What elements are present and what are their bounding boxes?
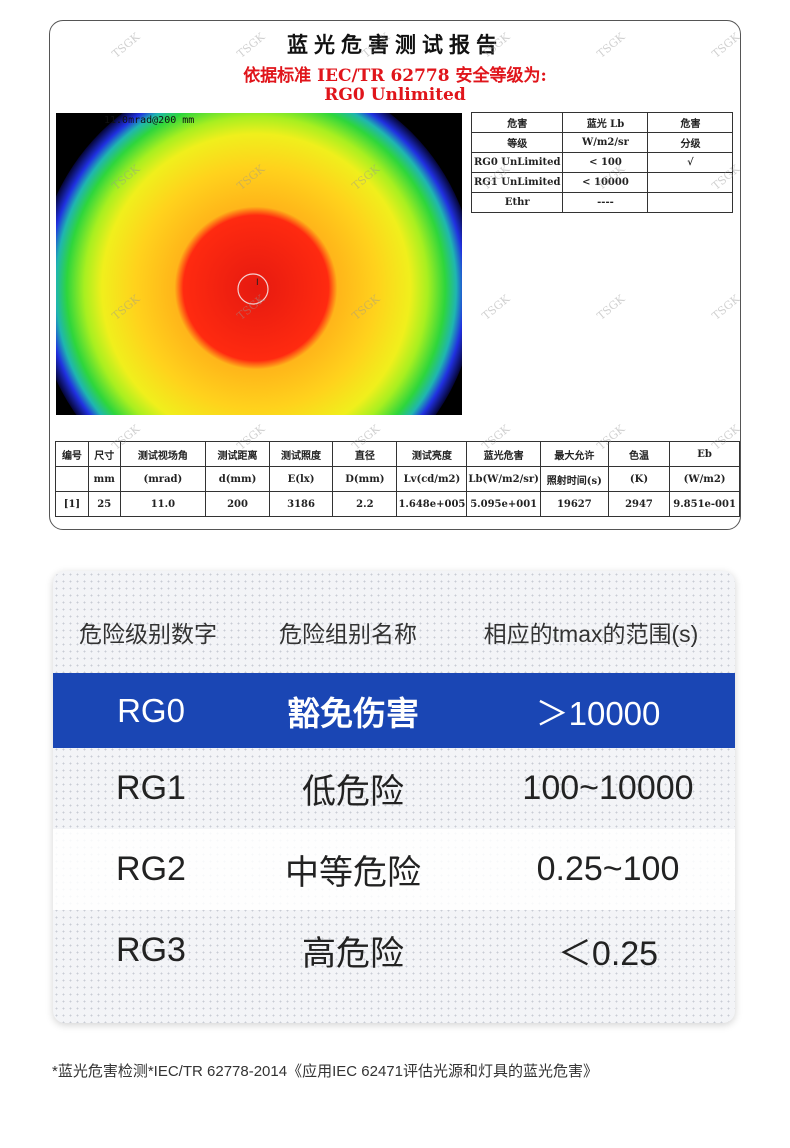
class-range: 0.25~100	[536, 850, 680, 888]
meas-table-cell: Lv(cd/m2)	[396, 466, 468, 492]
footnote: *蓝光危害检测*IEC/TR 62778-2014《应用IEC 62471评估光…	[52, 1063, 598, 1080]
meas-table-cell: 2947	[607, 491, 671, 517]
class-name: 低危险	[302, 773, 404, 811]
meas-table-cell: Eb	[669, 441, 740, 467]
class-row-rg2: RG2 中等危险 0.25~100	[53, 829, 735, 910]
class-row-rg1: RG1 低危险 100~10000	[53, 748, 735, 829]
meas-table-cell: 测试照度	[268, 441, 334, 467]
report-title: 蓝光危害测试报告	[287, 32, 503, 57]
heatmap-image: I	[56, 113, 462, 415]
rg-table-header-row: 等级 W/m2/sr 分级	[470, 132, 734, 153]
rg-table-cell: 危害	[470, 112, 564, 133]
rg-table-cell: ----	[562, 192, 649, 213]
class-range: ＜0.25	[557, 935, 659, 973]
class-code: RG2	[116, 850, 186, 888]
class-row-rg0: RG0 豁免伤害 ＞10000	[53, 673, 735, 748]
class-code: RG0	[117, 691, 185, 729]
rg-table-row: RG0 UnLimited < 100 √	[470, 152, 734, 173]
rg-table-row: Ethr ----	[470, 192, 734, 213]
rg-limit-table: 危害 蓝光 Lb 危害 等级 W/m2/sr 分级 RG0 UnLimited < 100 √ R…	[470, 112, 734, 213]
watermark-text: TSGK	[709, 292, 741, 323]
meas-header-row: 编号 尺寸 测试视场角 测试距离 测试照度 直径 测试亮度 蓝光危害 最大允许 色温 Eb	[55, 441, 740, 467]
watermark-text: TSGK	[594, 292, 628, 323]
meas-unit-row: mm (mrad) d(mm) E(lx) D(mm) Lv(cd/m2) Lb(W/m2/…	[55, 466, 740, 492]
meas-table-cell: d(mm)	[205, 466, 270, 492]
rg-table-cell	[647, 192, 734, 213]
meas-table-cell: 尺寸	[87, 441, 121, 467]
class-code: RG3	[116, 931, 186, 969]
svg-text:I: I	[256, 278, 259, 288]
rg-table-cell: 危害	[647, 112, 734, 133]
rg-table-cell: √	[647, 152, 734, 173]
class-code: RG1	[116, 769, 186, 807]
meas-table-cell: E(lx)	[268, 466, 334, 492]
class-name: 中等危险	[285, 854, 421, 892]
meas-table-cell: 测试距离	[205, 441, 270, 467]
meas-table-cell: 直径	[332, 441, 398, 467]
rg-table-cell: < 100	[562, 152, 649, 173]
meas-table-cell: 测试视场角	[119, 441, 207, 467]
meas-table-cell: 3186	[268, 491, 334, 517]
measurement-table: 编号 尺寸 测试视场角 测试距离 测试照度 直径 测试亮度 蓝光危害 最大允许 色温 Eb mm (mr…	[55, 441, 740, 517]
meas-table-cell: 编号	[55, 441, 89, 467]
header-group-name: 危险组别名称	[279, 621, 417, 647]
rg-table-cell: < 10000	[562, 172, 649, 193]
class-row-rg3: RG3 高危险 ＜0.25	[53, 910, 735, 991]
test-report-card: 蓝光危害测试报告 依据标准 IEC/TR 62778 安全等级为: RG0 Un…	[49, 20, 741, 530]
meas-table-cell: 蓝光危害	[466, 441, 541, 467]
report-standard-line: 依据标准 IEC/TR 62778 安全等级为:	[243, 66, 547, 86]
rg-table-cell	[647, 172, 734, 193]
rg-table-cell: RG0 UnLimited	[470, 152, 564, 173]
header-level-number: 危险级别数字	[79, 621, 217, 647]
meas-table-cell: 19627	[539, 491, 609, 517]
meas-table-cell: 11.0	[119, 491, 207, 517]
rg-table-cell: W/m2/sr	[562, 132, 649, 153]
meas-table-cell: 色温	[607, 441, 671, 467]
meas-table-cell: 5.095e+001	[466, 491, 541, 517]
class-range: ＞10000	[535, 694, 661, 732]
rg-table-row: RG1 UnLimited < 10000	[470, 172, 734, 193]
meas-table-cell: 照射时间(s)	[539, 466, 609, 492]
meas-table-cell: 2.2	[332, 491, 398, 517]
meas-table-cell: D(mm)	[332, 466, 398, 492]
rg-table-cell: 分级	[647, 132, 734, 153]
hazard-class-table: 危险级别数字 危险组别名称 相应的tmax的范围(s) RG0 豁免伤害 ＞10…	[53, 571, 735, 1023]
meas-table-cell: 25	[87, 491, 121, 517]
heatmap-label: 11.0mrad@200 mm	[104, 115, 195, 126]
meas-table-cell: (K)	[607, 466, 671, 492]
meas-table-cell: Lb(W/m2/sr)	[466, 466, 541, 492]
meas-data-row: [1] 25 11.0 200 3186 2.2 1.648e+005 5.095e+001 1…	[55, 491, 740, 517]
meas-table-cell: [1]	[55, 491, 89, 517]
meas-table-cell: (mrad)	[119, 466, 207, 492]
class-table-header: 危险级别数字 危险组别名称 相应的tmax的范围(s)	[53, 591, 735, 673]
meas-table-cell: 1.648e+005	[396, 491, 468, 517]
rg-table-cell: 等级	[470, 132, 564, 153]
watermark-text: TSGK	[479, 292, 513, 323]
rg-table-cell: RG1 UnLimited	[470, 172, 564, 193]
luminance-heatmap: I 11.0mrad@200 mm	[56, 113, 462, 415]
measurement-circle	[237, 273, 269, 305]
header-tmax-range: 相应的tmax的范围(s)	[483, 621, 699, 647]
rg-table-cell: Ethr	[470, 192, 564, 213]
class-name: 高危险	[302, 935, 404, 973]
meas-table-cell: 最大允许	[539, 441, 609, 467]
report-result: RG0 Unlimited	[324, 85, 466, 105]
meas-table-cell: (W/m2)	[669, 466, 740, 492]
meas-table-cell	[55, 466, 89, 492]
meas-table-cell: 测试亮度	[396, 441, 468, 467]
meas-table-cell: 200	[205, 491, 270, 517]
class-range: 100~10000	[522, 769, 694, 807]
rg-table-header-row: 危害 蓝光 Lb 危害	[470, 112, 734, 133]
meas-table-cell: mm	[87, 466, 121, 492]
class-name: 豁免伤害	[287, 694, 419, 732]
meas-table-cell: 9.851e-001	[669, 491, 740, 517]
rg-table-cell: 蓝光 Lb	[562, 112, 649, 133]
